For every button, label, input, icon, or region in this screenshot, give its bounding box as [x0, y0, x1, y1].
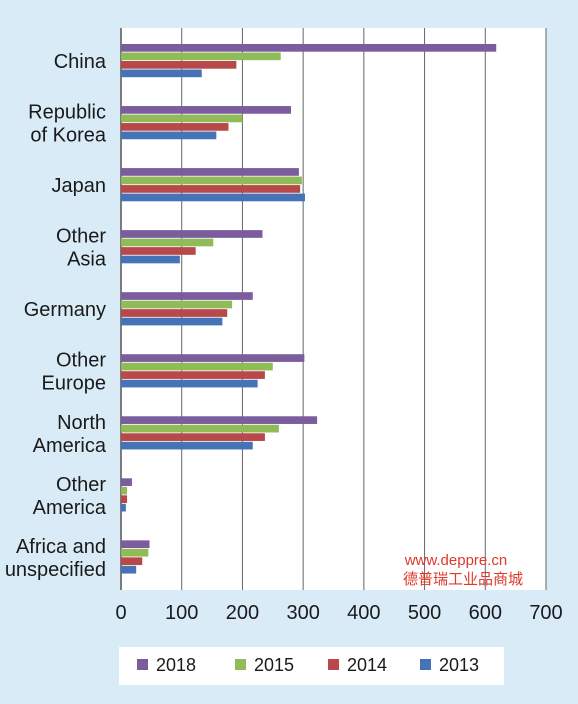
bar [121, 486, 128, 495]
bar [121, 379, 258, 388]
bar [121, 44, 497, 52]
bar [121, 193, 305, 202]
x-tick-label: 400 [347, 602, 380, 624]
x-tick-label: 300 [286, 602, 319, 624]
bar [121, 168, 299, 176]
x-tick-labels: 0 100 200 300 400 500 600 700 [115, 602, 562, 624]
legend-label: 2014 [347, 655, 387, 675]
category-label: China [54, 51, 107, 73]
bar [121, 362, 273, 371]
bars [121, 44, 497, 574]
bar [121, 69, 202, 78]
x-tick-label: 100 [165, 602, 198, 624]
bar [121, 478, 132, 487]
bar [121, 61, 237, 69]
x-tick-label: 700 [529, 602, 562, 624]
legend-swatch [420, 659, 431, 670]
category-label: Africa and unspecified [5, 536, 106, 581]
category-labels: China Republic of Korea Japan Other Asia Germa… [5, 51, 107, 581]
legend-label: 2013 [439, 655, 479, 675]
bar [121, 123, 229, 131]
category-label: Germany [24, 299, 106, 321]
bar [121, 131, 217, 140]
legend-swatch [235, 659, 246, 670]
watermark: www.deppre.cn 德普瑞工业品商城 [403, 552, 523, 588]
bar [121, 441, 253, 450]
category-label: Republic of Korea [28, 102, 107, 147]
bar [121, 292, 253, 300]
x-tick-label: 200 [226, 602, 259, 624]
x-tick-label: 0 [115, 602, 126, 624]
watermark-cn: 德普瑞工业品商城 [403, 570, 523, 588]
bar [121, 433, 265, 441]
bar [121, 230, 263, 238]
bar [121, 371, 265, 379]
bar [121, 317, 223, 326]
category-label: Other Asia [56, 226, 107, 271]
bar [121, 495, 128, 504]
bar [121, 565, 137, 574]
bar [121, 176, 302, 185]
bar [121, 238, 214, 247]
bar [121, 185, 301, 193]
bar [121, 416, 318, 424]
bar [121, 354, 305, 362]
bar [121, 309, 228, 317]
x-tick-label: 500 [408, 602, 441, 624]
category-label: Japan [52, 175, 107, 197]
legend-label: 2015 [254, 655, 294, 675]
bar [121, 300, 233, 309]
category-label: Other Europe [42, 350, 107, 395]
bar [121, 247, 196, 255]
bar [121, 255, 180, 264]
bar [121, 503, 126, 512]
bar [121, 557, 143, 566]
category-label: Other America [33, 474, 107, 519]
bar [121, 52, 281, 61]
legend-box [119, 647, 504, 685]
legend: 2018 2015 2014 2013 [137, 655, 479, 675]
category-label: North America [33, 412, 107, 457]
legend-swatch [328, 659, 339, 670]
x-tick-label: 600 [469, 602, 502, 624]
bar [121, 106, 291, 114]
bar [121, 114, 243, 123]
bar [121, 540, 150, 549]
watermark-url: www.deppre.cn [404, 552, 508, 569]
legend-label: 2018 [156, 655, 196, 675]
bar [121, 548, 149, 557]
legend-swatch [137, 659, 148, 670]
bar [121, 424, 279, 433]
